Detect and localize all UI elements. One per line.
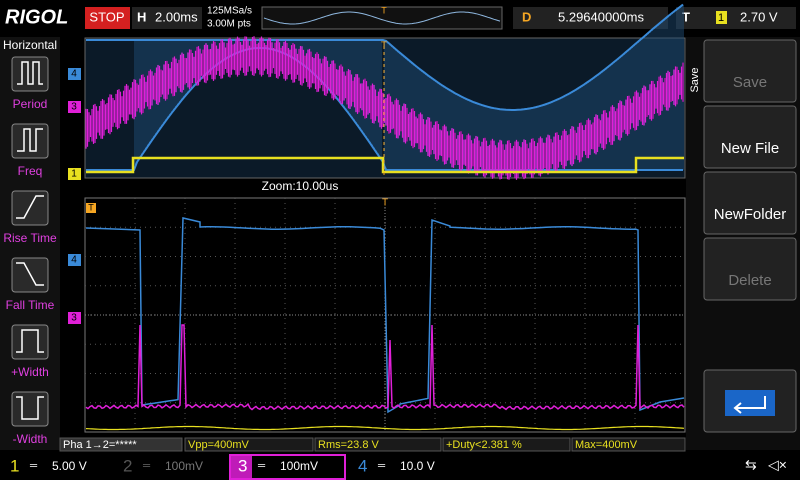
menu-item[interactable]: Fall Time xyxy=(6,298,55,312)
brand: RIGOL xyxy=(5,6,68,28)
menu-button-label[interactable]: NewFolder xyxy=(714,206,787,223)
trigger-source: 1 xyxy=(718,12,724,24)
return-icon xyxy=(733,396,766,414)
channel-marker-bg xyxy=(68,254,81,266)
channel-number[interactable]: 2 xyxy=(123,456,132,475)
right-menu-title: Save xyxy=(689,67,701,92)
menu-icon-wave xyxy=(17,61,43,85)
memory-overview xyxy=(261,6,503,30)
menu-icon-wave xyxy=(17,128,43,152)
channel-marker: 4 xyxy=(71,255,77,266)
channel-marker: 4 xyxy=(71,69,77,80)
measurement-box xyxy=(314,437,442,452)
trigger-box[interactable] xyxy=(676,7,796,29)
channel-coupling: ═ xyxy=(29,461,38,472)
trigger-position: T xyxy=(381,5,387,15)
trigger-marker-bg xyxy=(86,203,96,213)
measurement: Rms=23.8 V xyxy=(318,439,379,451)
timebase: 2.00ms xyxy=(155,9,198,24)
menu-icon[interactable] xyxy=(11,56,49,92)
return-icon-bg xyxy=(725,390,775,416)
channel-number[interactable]: 3 xyxy=(238,456,247,475)
channel-number[interactable]: 1 xyxy=(10,456,19,475)
channel-number-bg xyxy=(230,455,252,479)
menu-icon-wave xyxy=(16,329,44,353)
sample-rate: 125MSa/s xyxy=(207,6,252,17)
left-menu xyxy=(0,37,60,450)
ch4-upper-envelope xyxy=(86,3,684,111)
mute-icon: ◁× xyxy=(768,457,787,473)
measurement-box xyxy=(442,437,571,452)
channel-marker: 3 xyxy=(71,313,77,324)
channel-coupling: ═ xyxy=(142,461,151,472)
channel-marker: 3 xyxy=(71,102,77,113)
menu-button-label[interactable]: New File xyxy=(721,140,779,157)
measurement-box xyxy=(571,437,686,452)
ch1-wave xyxy=(85,425,685,431)
trigger-source-badge xyxy=(716,11,727,24)
measurement-box xyxy=(59,437,183,452)
trigger-marker: T xyxy=(382,198,388,209)
delay-box[interactable] xyxy=(513,7,668,29)
delay-label: D xyxy=(522,9,531,24)
channel-coupling: ═ xyxy=(377,461,386,472)
channel-scale[interactable]: 100mV xyxy=(165,459,203,473)
timebase-label: H xyxy=(137,9,146,24)
channel-marker-bg xyxy=(68,312,81,324)
channel-marker-bg xyxy=(68,101,81,113)
timebase-box[interactable] xyxy=(132,7,202,29)
channel-scale[interactable]: 10.0 V xyxy=(400,459,435,473)
trigger-marker: T xyxy=(88,202,94,212)
trigger-marker: T xyxy=(381,41,387,52)
menu-item[interactable]: Period xyxy=(13,97,48,111)
status: STOP xyxy=(89,9,124,24)
status-badge[interactable] xyxy=(85,7,130,29)
trigger-label: T xyxy=(682,9,690,24)
zoom-label: Zoom:10.00us xyxy=(262,179,339,193)
measurement: Pha 1→2=***** xyxy=(63,439,137,451)
channel-scale[interactable]: 5.00 V xyxy=(52,459,87,473)
menu-icon-wave xyxy=(16,262,44,286)
menu-item[interactable]: Freq xyxy=(18,164,43,178)
menu-icon-wave xyxy=(16,396,44,420)
measurement-box xyxy=(184,437,314,452)
menu-button[interactable] xyxy=(703,105,797,169)
menu-button[interactable] xyxy=(703,171,797,235)
memory-wave xyxy=(263,11,501,25)
channel-marker-bg xyxy=(68,68,81,80)
menu-item[interactable]: -Width xyxy=(13,432,48,446)
channel-marker-bg xyxy=(68,168,81,180)
usb-icon: ⇆ xyxy=(745,457,757,473)
measurement: Max=400mV xyxy=(575,439,638,451)
menu-item[interactable]: +Width xyxy=(11,365,49,379)
channel-scale[interactable]: 100mV xyxy=(280,459,318,473)
menu-icon[interactable] xyxy=(11,324,49,360)
menu-button[interactable] xyxy=(703,39,797,103)
measurement: +Duty<2.381 % xyxy=(446,439,522,451)
menu-button-label[interactable]: Save xyxy=(733,74,767,91)
delay: 5.29640000ms xyxy=(558,9,645,24)
memory-depth: 3.00M pts xyxy=(207,19,251,30)
menu-icon[interactable] xyxy=(11,391,49,427)
trigger-level: 2.70 V xyxy=(740,9,778,24)
menu-icon-wave xyxy=(16,195,44,219)
ch1-wave xyxy=(86,156,684,174)
channel-coupling: ═ xyxy=(257,461,266,472)
menu-button[interactable] xyxy=(703,237,797,301)
menu-button-label[interactable]: Delete xyxy=(728,272,771,289)
channel-number[interactable]: 4 xyxy=(358,456,367,475)
menu-item[interactable]: Rise Time xyxy=(3,231,57,245)
ch3-wave xyxy=(85,324,685,411)
channel-marker: 1 xyxy=(71,169,77,180)
measurement: Vpp=400mV xyxy=(188,439,250,451)
left-menu-title: Horizontal xyxy=(3,38,57,52)
